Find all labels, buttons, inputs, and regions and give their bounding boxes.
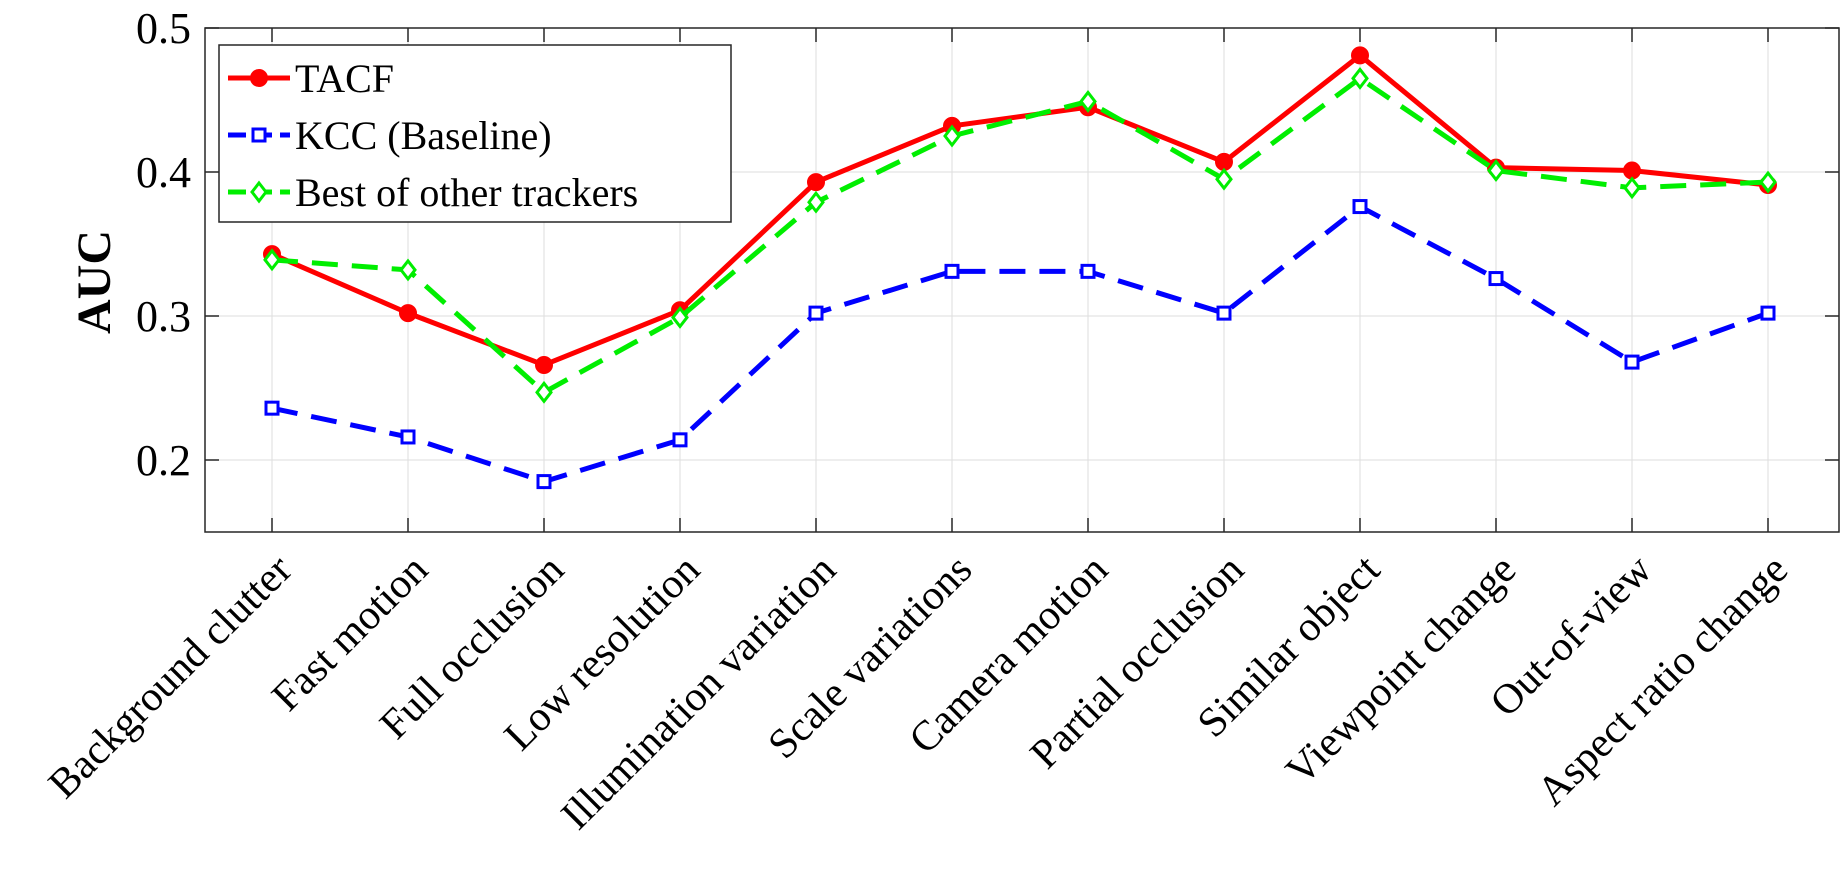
data-point-0-2 bbox=[535, 355, 553, 374]
legend: TACF KCC (Baseline) Best of other trackers bbox=[218, 44, 732, 223]
x-tick-label: Aspect ratio change bbox=[1529, 547, 1797, 815]
data-point-2-1 bbox=[399, 258, 417, 282]
series-line-2 bbox=[271, 75, 1769, 395]
data-point-1-7 bbox=[1216, 305, 1232, 321]
series-line-1 bbox=[271, 204, 1769, 485]
legend-label-1: KCC (Baseline) bbox=[295, 113, 552, 158]
data-point-0-7 bbox=[1215, 152, 1233, 171]
series-2 bbox=[263, 66, 1777, 404]
data-point-1-11 bbox=[1760, 305, 1776, 321]
data-point-2-9 bbox=[1487, 159, 1505, 183]
x-tick-label: Background clutter bbox=[40, 547, 301, 808]
y-axis-ticks: 0.2 0.3 0.4 0.5 bbox=[136, 4, 1839, 485]
data-point-1-9 bbox=[1488, 271, 1504, 287]
data-point-2-4 bbox=[807, 190, 825, 214]
data-point-0-8 bbox=[1351, 46, 1369, 65]
data-point-2-3 bbox=[671, 305, 689, 329]
data-point-2-6 bbox=[1079, 89, 1097, 113]
x-tick-label: Viewpoint change bbox=[1277, 547, 1525, 795]
legend-marker-2 bbox=[250, 180, 268, 204]
data-point-1-8 bbox=[1352, 199, 1368, 215]
y-axis-title: AUC bbox=[68, 230, 121, 334]
data-point-1-10 bbox=[1624, 354, 1640, 370]
legend-marker-1 bbox=[251, 127, 267, 143]
data-point-1-6 bbox=[1080, 263, 1096, 279]
data-point-1-4 bbox=[808, 305, 824, 321]
data-point-2-2 bbox=[535, 380, 553, 404]
data-point-2-11 bbox=[1759, 170, 1777, 194]
y-tick-label: 0.4 bbox=[136, 148, 191, 197]
data-point-1-3 bbox=[672, 432, 688, 448]
legend-label-2: Best of other trackers bbox=[295, 170, 638, 215]
legend-marker-0 bbox=[250, 69, 268, 87]
data-point-0-10 bbox=[1623, 161, 1641, 180]
plot-area-frame bbox=[204, 27, 1840, 533]
data-point-0-1 bbox=[399, 304, 417, 323]
data-point-1-0 bbox=[264, 400, 280, 416]
data-point-1-2 bbox=[536, 474, 552, 490]
y-tick-label: 0.3 bbox=[136, 292, 191, 341]
y-tick-label: 0.2 bbox=[136, 436, 191, 485]
legend-label-0: TACF bbox=[295, 56, 394, 101]
legend-box bbox=[218, 44, 732, 223]
data-point-2-10 bbox=[1623, 176, 1641, 200]
data-point-2-5 bbox=[943, 124, 961, 148]
data-point-0-4 bbox=[807, 173, 825, 192]
data-point-2-8 bbox=[1351, 66, 1369, 90]
series-1 bbox=[264, 199, 1776, 490]
series-0 bbox=[263, 46, 1777, 374]
data-point-1-1 bbox=[400, 429, 416, 445]
y-tick-label: 0.5 bbox=[136, 4, 191, 53]
data-point-2-0 bbox=[263, 248, 281, 272]
series-line-0 bbox=[271, 52, 1769, 368]
data-point-1-5 bbox=[944, 263, 960, 279]
series-group bbox=[263, 46, 1777, 490]
data-point-2-7 bbox=[1215, 167, 1233, 191]
